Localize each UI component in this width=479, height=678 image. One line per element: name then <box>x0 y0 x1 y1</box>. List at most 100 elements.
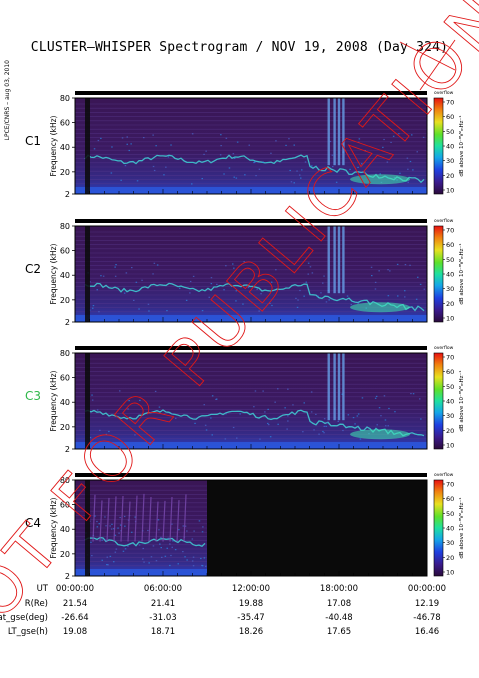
noise-speckle <box>380 415 382 417</box>
colorbar-tick-label: 40 <box>446 143 454 151</box>
noise-speckle <box>322 282 324 284</box>
noise-speckle <box>232 263 234 265</box>
y-tick-label: 60 <box>60 247 70 256</box>
low-frequency-band <box>75 569 207 576</box>
broadband-burst <box>327 226 330 294</box>
noise-speckle <box>159 543 161 545</box>
colorbar-tick-label: 10 <box>446 569 454 577</box>
orbit-value: 19.08 <box>63 627 87 637</box>
y-tick-label: 2 <box>65 572 70 581</box>
noise-speckle <box>152 134 154 136</box>
noise-speckle <box>158 406 161 408</box>
orbit-row-label: LT_gse(h) <box>8 627 48 637</box>
noise-speckle <box>161 556 163 558</box>
noise-speckle <box>104 539 107 541</box>
noise-speckle <box>203 557 206 559</box>
noise-speckle <box>269 302 271 304</box>
noise-speckle <box>134 434 136 436</box>
noise-speckle <box>335 181 338 183</box>
noise-speckle <box>170 144 172 146</box>
noise-speckle <box>123 292 126 294</box>
noise-speckle <box>148 562 150 564</box>
noise-speckle <box>167 537 170 539</box>
broadband-burst <box>342 98 345 166</box>
noise-speckle <box>310 391 313 393</box>
noise-speckle <box>182 525 184 527</box>
noise-speckle <box>216 283 218 285</box>
noise-speckle <box>109 525 111 527</box>
noise-speckle <box>113 528 115 530</box>
noise-speckle <box>108 430 110 433</box>
noise-speckle <box>296 170 298 172</box>
noise-speckle <box>152 545 155 547</box>
noise-speckle <box>91 399 94 401</box>
noise-speckle <box>318 433 320 435</box>
noise-speckle <box>106 564 108 566</box>
noise-speckle <box>178 529 180 531</box>
noise-speckle <box>293 144 295 146</box>
noise-speckle <box>91 394 93 396</box>
colorbar-tick-label: 50 <box>446 510 454 518</box>
noise-speckle <box>99 429 101 431</box>
noise-speckle <box>392 135 395 137</box>
noise-speckle <box>415 298 418 300</box>
panel-header-bar <box>75 346 427 350</box>
noise-speckle <box>287 420 289 422</box>
noise-speckle <box>225 265 227 267</box>
noise-speckle <box>201 565 204 567</box>
noise-speckle <box>153 169 156 172</box>
noise-speckle <box>386 161 389 163</box>
noise-speckle <box>171 413 173 415</box>
noise-speckle <box>305 281 307 283</box>
colorbar-tick-label: 10 <box>446 315 454 323</box>
colorbar-overflow-label: overflow <box>434 90 454 96</box>
spacecraft-label: C3 <box>25 389 41 403</box>
noise-speckle <box>92 307 94 309</box>
orbit-row-label: R(Re) <box>25 599 48 609</box>
colorbar-tick-label: 30 <box>446 412 454 420</box>
colorbar-tick-label: 70 <box>446 481 454 489</box>
noise-speckle <box>171 546 173 548</box>
noise-speckle <box>300 177 302 179</box>
noise-speckle <box>124 165 127 167</box>
noise-speckle <box>228 167 231 169</box>
noise-speckle <box>114 534 117 536</box>
noise-speckle <box>302 431 304 433</box>
noise-speckle <box>295 297 297 299</box>
noise-speckle <box>203 404 205 406</box>
y-tick-label: 80 <box>60 476 70 485</box>
noise-speckle <box>233 267 235 269</box>
data-gap-strip <box>85 353 90 449</box>
noise-speckle <box>174 549 177 551</box>
colorbar-tick-label: 60 <box>446 495 454 503</box>
noise-speckle <box>114 266 116 268</box>
y-tick-label: 80 <box>60 94 70 103</box>
noise-speckle <box>358 138 361 140</box>
plasma-line-emission <box>84 282 425 312</box>
orbit-row-label: UT <box>37 584 49 594</box>
noise-speckle <box>171 523 173 525</box>
noise-speckle <box>186 530 188 532</box>
noise-speckle <box>106 556 108 558</box>
noise-speckle <box>322 430 324 433</box>
orbit-value: 12.19 <box>415 599 439 609</box>
noise-speckle <box>93 148 96 150</box>
noise-speckle <box>271 304 273 307</box>
noise-speckle <box>404 290 406 292</box>
noise-speckle <box>138 544 141 546</box>
noise-speckle <box>346 295 349 297</box>
watermark-stroke <box>399 41 456 71</box>
noise-speckle <box>166 310 168 312</box>
noise-speckle <box>352 417 355 419</box>
noise-speckle <box>379 173 381 175</box>
noise-speckle <box>233 176 235 178</box>
noise-speckle <box>232 426 235 429</box>
noise-speckle <box>147 303 150 305</box>
noise-speckle <box>235 300 237 302</box>
noise-speckle <box>155 560 158 562</box>
noise-speckle <box>289 169 291 172</box>
colorbar-tick-label: 40 <box>446 398 454 406</box>
noise-speckle <box>90 541 92 543</box>
colorbar-tick-label: 70 <box>446 99 454 107</box>
